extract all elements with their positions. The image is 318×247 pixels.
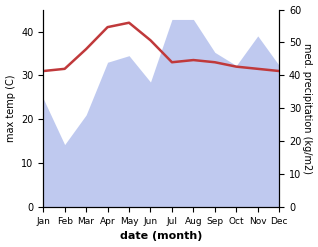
Y-axis label: max temp (C): max temp (C) bbox=[5, 75, 16, 142]
X-axis label: date (month): date (month) bbox=[120, 231, 203, 242]
Y-axis label: med. precipitation (kg/m2): med. precipitation (kg/m2) bbox=[302, 43, 313, 174]
